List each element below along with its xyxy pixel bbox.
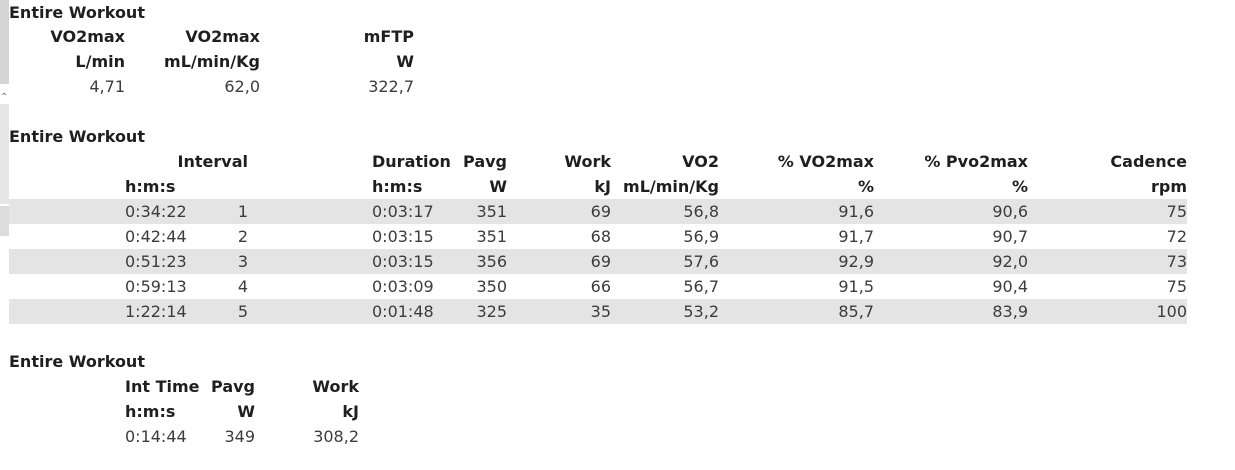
cell-pct-vo2max: 91,5 xyxy=(838,277,874,296)
cell-pct-vo2max: 85,7 xyxy=(838,302,874,321)
cell-vo2: 56,8 xyxy=(683,202,719,221)
cell-pct-pvo2max: 92,0 xyxy=(992,252,1028,271)
cell-cadence: 73 xyxy=(1166,252,1187,271)
cell-interval: 1 xyxy=(237,202,248,221)
cell-interval: 2 xyxy=(237,227,248,246)
cell-work: 69 xyxy=(590,202,611,221)
cell-time: 0:34:22 xyxy=(125,202,187,221)
cell-cadence: 100 xyxy=(1156,302,1187,321)
header-mftp: mFTP xyxy=(363,27,414,46)
cell-work: 68 xyxy=(590,227,611,246)
cell-interval: 4 xyxy=(237,277,248,296)
header-vo2max-abs: VO2max xyxy=(50,27,125,46)
value-mftp: 322,7 xyxy=(368,77,414,96)
cell-pct-vo2max: 91,6 xyxy=(838,202,874,221)
cell-work: 66 xyxy=(590,277,611,296)
header-vo2: VO2 xyxy=(682,152,719,171)
unit-pct-pvo2max: % xyxy=(1011,177,1028,196)
cell-duration: 0:03:09 xyxy=(372,277,434,296)
unit-lmin: L/min xyxy=(75,52,125,71)
cell-pct-vo2max: 92,9 xyxy=(838,252,874,271)
header-pct-vo2max: % VO2max xyxy=(777,152,874,171)
value-int-time: 0:14:44 xyxy=(125,427,187,446)
cell-interval: 5 xyxy=(237,302,248,321)
unit-cadence: rpm xyxy=(1150,177,1187,196)
cell-pct-vo2max: 91,7 xyxy=(838,227,874,246)
unit-watts: W xyxy=(396,52,414,71)
cell-pavg: 325 xyxy=(476,302,507,321)
value-vo2max-rel: 62,0 xyxy=(224,77,260,96)
cell-time: 0:59:13 xyxy=(125,277,187,296)
cell-duration: 0:03:15 xyxy=(372,227,434,246)
left-edge-strip xyxy=(0,206,9,236)
header-total-pavg: Pavg xyxy=(211,377,255,396)
header-interval: Interval xyxy=(177,152,248,171)
cell-duration: 0:03:15 xyxy=(372,252,434,271)
cell-cadence: 75 xyxy=(1166,202,1187,221)
left-edge-strip xyxy=(0,0,9,84)
left-edge-strip xyxy=(0,104,9,204)
cell-time: 1:22:14 xyxy=(125,302,187,321)
chevron-up-icon: ⌃ xyxy=(0,92,9,103)
cell-pavg: 351 xyxy=(476,202,507,221)
unit-time: h:m:s xyxy=(125,177,176,196)
cell-work: 69 xyxy=(590,252,611,271)
cell-duration: 0:01:48 xyxy=(372,302,434,321)
header-vo2max-rel: VO2max xyxy=(185,27,260,46)
unit-total-pavg: W xyxy=(237,402,255,421)
unit-pavg: W xyxy=(489,177,507,196)
unit-mlminkg: mL/min/Kg xyxy=(164,52,260,71)
cell-vo2: 57,6 xyxy=(683,252,719,271)
header-int-time: Int Time xyxy=(125,377,200,396)
unit-duration: h:m:s xyxy=(372,177,423,196)
header-cadence: Cadence xyxy=(1110,152,1187,171)
unit-int-time: h:m:s xyxy=(125,402,176,421)
value-vo2max-abs: 4,71 xyxy=(89,77,125,96)
unit-pct-vo2max: % xyxy=(857,177,874,196)
header-work: Work xyxy=(564,152,611,171)
row-band xyxy=(9,299,1187,324)
cell-pavg: 350 xyxy=(476,277,507,296)
value-total-work: 308,2 xyxy=(313,427,359,446)
cell-time: 0:42:44 xyxy=(125,227,187,246)
cell-duration: 0:03:17 xyxy=(372,202,434,221)
cell-vo2: 53,2 xyxy=(683,302,719,321)
header-duration: Duration xyxy=(372,152,451,171)
cell-pct-pvo2max: 90,7 xyxy=(992,227,1028,246)
section-title: Entire Workout xyxy=(9,352,145,371)
cell-cadence: 72 xyxy=(1166,227,1187,246)
cell-time: 0:51:23 xyxy=(125,252,187,271)
cell-vo2: 56,7 xyxy=(683,277,719,296)
header-total-work: Work xyxy=(312,377,359,396)
row-band xyxy=(9,249,1187,274)
cell-cadence: 75 xyxy=(1166,277,1187,296)
row-band xyxy=(9,199,1187,224)
value-total-pavg: 349 xyxy=(224,427,255,446)
cell-pavg: 356 xyxy=(476,252,507,271)
header-pct-pvo2max: % Pvo2max xyxy=(924,152,1028,171)
cell-work: 35 xyxy=(590,302,611,321)
cell-pct-pvo2max: 90,4 xyxy=(992,277,1028,296)
cell-interval: 3 xyxy=(237,252,248,271)
unit-total-work: kJ xyxy=(342,402,359,421)
unit-work: kJ xyxy=(594,177,611,196)
header-pavg: Pavg xyxy=(463,152,507,171)
unit-vo2: mL/min/Kg xyxy=(623,177,719,196)
cell-pct-pvo2max: 90,6 xyxy=(992,202,1028,221)
cell-pct-pvo2max: 83,9 xyxy=(992,302,1028,321)
cell-pavg: 351 xyxy=(476,227,507,246)
section-title: Entire Workout xyxy=(9,3,145,22)
section-title: Entire Workout xyxy=(9,127,145,146)
cell-vo2: 56,9 xyxy=(683,227,719,246)
